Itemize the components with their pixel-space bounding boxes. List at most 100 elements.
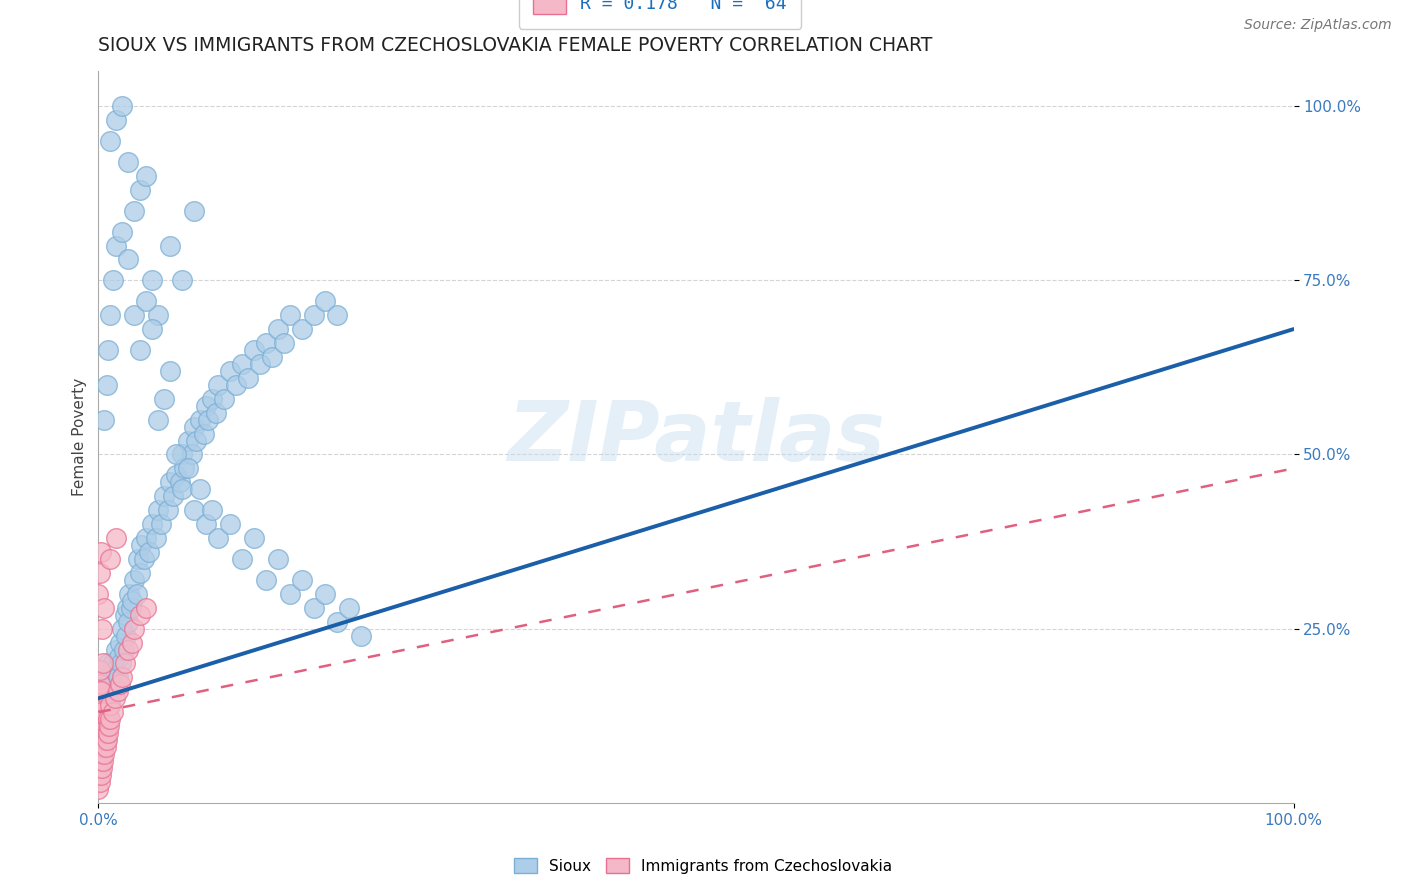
Point bbox=[273, 336, 295, 351]
Point bbox=[91, 733, 114, 747]
Point bbox=[172, 273, 194, 287]
Point bbox=[172, 448, 194, 462]
Point bbox=[91, 622, 114, 636]
Point bbox=[87, 768, 110, 782]
Point bbox=[183, 503, 205, 517]
Point bbox=[105, 113, 128, 128]
Point bbox=[89, 733, 111, 747]
Point bbox=[165, 448, 187, 462]
Point bbox=[169, 475, 191, 490]
Point bbox=[315, 587, 337, 601]
Point bbox=[231, 552, 253, 566]
Point bbox=[90, 719, 112, 733]
Point bbox=[124, 203, 146, 218]
Point bbox=[93, 747, 115, 761]
Point bbox=[291, 322, 314, 336]
Point bbox=[254, 336, 277, 351]
Point bbox=[159, 475, 181, 490]
Point bbox=[101, 273, 124, 287]
Point bbox=[195, 399, 218, 413]
Point bbox=[350, 629, 373, 643]
Point bbox=[141, 322, 163, 336]
Point bbox=[91, 657, 114, 671]
Point bbox=[87, 754, 110, 768]
Point bbox=[172, 483, 194, 497]
Point bbox=[98, 134, 122, 148]
Point bbox=[98, 719, 121, 733]
Point bbox=[111, 622, 134, 636]
Point bbox=[91, 712, 114, 726]
Point bbox=[90, 754, 112, 768]
Point bbox=[177, 434, 200, 448]
Point bbox=[98, 670, 122, 684]
Point bbox=[207, 377, 229, 392]
Point bbox=[131, 538, 153, 552]
Point bbox=[173, 461, 195, 475]
Point bbox=[114, 607, 136, 622]
Point bbox=[105, 238, 128, 252]
Point bbox=[94, 733, 117, 747]
Point bbox=[165, 468, 187, 483]
Point bbox=[129, 607, 152, 622]
Point bbox=[90, 545, 112, 559]
Point bbox=[91, 705, 114, 719]
Point bbox=[129, 566, 152, 580]
Point bbox=[91, 705, 114, 719]
Point bbox=[148, 503, 170, 517]
Point bbox=[87, 740, 110, 755]
Point bbox=[124, 573, 146, 587]
Y-axis label: Female Poverty: Female Poverty bbox=[72, 378, 87, 496]
Point bbox=[91, 684, 114, 698]
Legend: R = 0.653   N = 133, R = 0.178   N =  64: R = 0.653 N = 133, R = 0.178 N = 64 bbox=[519, 0, 801, 29]
Point bbox=[89, 726, 111, 740]
Point bbox=[135, 169, 157, 183]
Point bbox=[91, 747, 114, 761]
Point bbox=[148, 412, 170, 426]
Point bbox=[89, 691, 111, 706]
Point bbox=[104, 664, 127, 678]
Point bbox=[249, 357, 271, 371]
Point bbox=[91, 691, 114, 706]
Point bbox=[98, 552, 122, 566]
Point bbox=[101, 657, 124, 671]
Point bbox=[98, 308, 122, 322]
Point bbox=[94, 740, 117, 755]
Point bbox=[110, 657, 132, 671]
Point bbox=[153, 489, 176, 503]
Point bbox=[162, 489, 184, 503]
Point bbox=[225, 377, 247, 392]
Point bbox=[94, 684, 117, 698]
Point bbox=[195, 517, 218, 532]
Point bbox=[89, 740, 111, 755]
Point bbox=[156, 503, 179, 517]
Point bbox=[91, 712, 114, 726]
Point bbox=[107, 684, 129, 698]
Point bbox=[193, 426, 215, 441]
Point bbox=[236, 371, 259, 385]
Point bbox=[201, 503, 224, 517]
Point bbox=[149, 517, 172, 532]
Text: SIOUX VS IMMIGRANTS FROM CZECHOSLOVAKIA FEMALE POVERTY CORRELATION CHART: SIOUX VS IMMIGRANTS FROM CZECHOSLOVAKIA … bbox=[98, 36, 932, 54]
Text: ZIPatlas: ZIPatlas bbox=[508, 397, 884, 477]
Point bbox=[87, 726, 110, 740]
Point bbox=[260, 350, 283, 364]
Point bbox=[197, 412, 219, 426]
Point bbox=[87, 698, 110, 713]
Point bbox=[207, 531, 229, 545]
Point bbox=[120, 600, 142, 615]
Point bbox=[89, 747, 111, 761]
Point bbox=[93, 698, 115, 713]
Point bbox=[87, 684, 110, 698]
Point bbox=[129, 343, 152, 357]
Point bbox=[145, 531, 167, 545]
Point bbox=[91, 740, 114, 755]
Point bbox=[91, 761, 114, 775]
Point bbox=[90, 733, 112, 747]
Point bbox=[118, 587, 141, 601]
Point bbox=[135, 294, 157, 309]
Point bbox=[96, 719, 118, 733]
Point bbox=[111, 99, 134, 113]
Point bbox=[326, 615, 349, 629]
Point bbox=[105, 531, 128, 545]
Point bbox=[183, 419, 205, 434]
